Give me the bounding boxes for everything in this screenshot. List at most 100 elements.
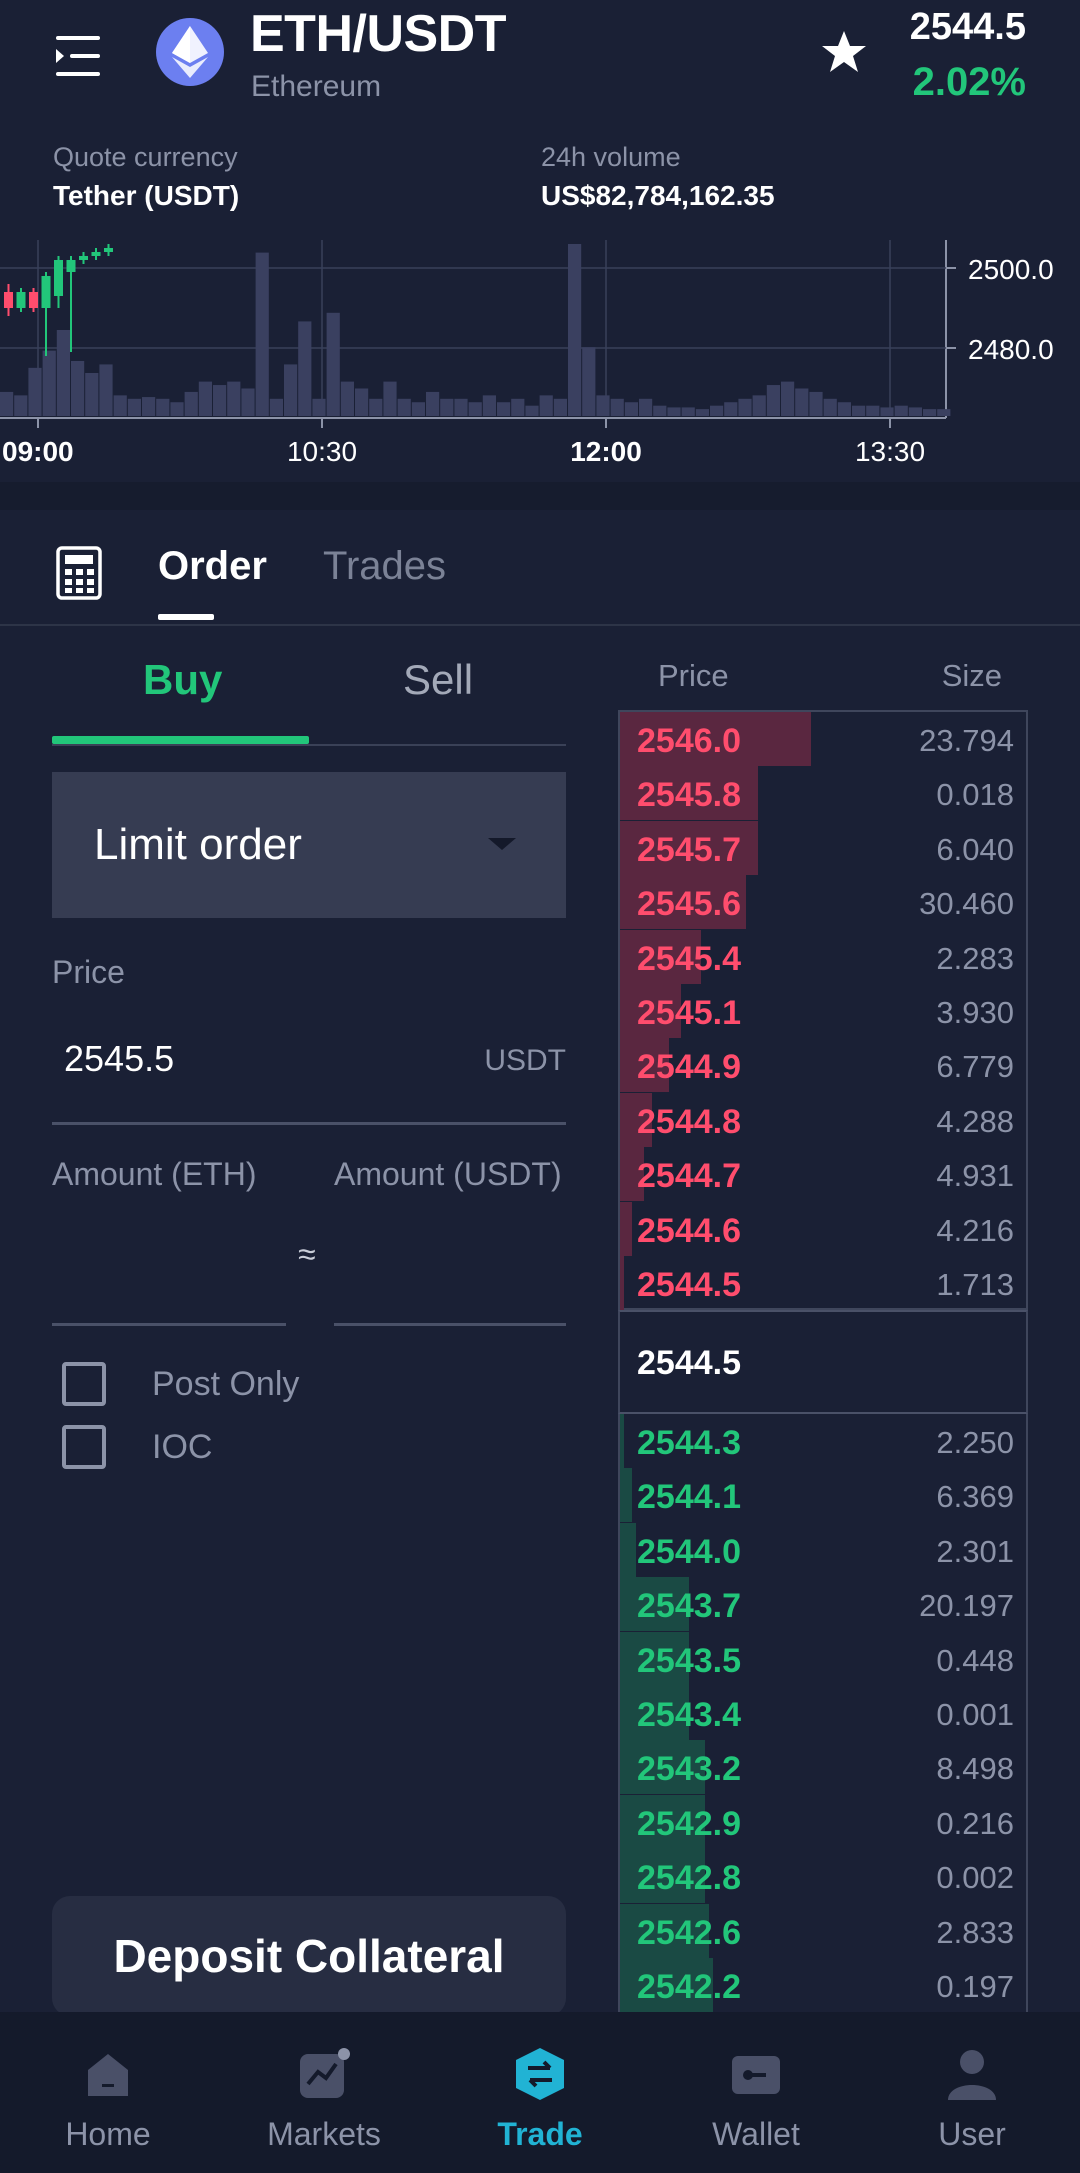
tab-trades[interactable]: Trades: [323, 544, 447, 588]
volume-bar: [454, 398, 468, 416]
volume-bar: [255, 252, 269, 416]
ask-row[interactable]: 2545.4 2.283: [620, 929, 1026, 984]
checkbox-box[interactable]: [62, 1425, 106, 1469]
volume-bar: [809, 391, 823, 416]
depth-bar: [620, 1256, 625, 1310]
volume-bar: [227, 381, 241, 416]
volume-bar: [553, 398, 567, 416]
volume-bar: [127, 398, 141, 416]
depth-bar: [620, 1631, 690, 1686]
ask-row[interactable]: 2545.7 6.040: [620, 820, 1026, 875]
deposit-collateral-button[interactable]: Deposit Collateral: [52, 1896, 566, 2016]
order-size: 6.369: [936, 1479, 1014, 1515]
volume-bar: [411, 402, 425, 416]
candle-body: [79, 256, 88, 260]
depth-bar: [620, 1958, 714, 2012]
bid-row[interactable]: 2543.2 8.498: [620, 1740, 1026, 1795]
volume-bar: [468, 402, 482, 416]
amount-usdt-label: Amount (USDT): [334, 1156, 562, 1192]
bid-row[interactable]: 2544.3 2.250: [620, 1414, 1026, 1468]
bid-row[interactable]: 2542.9 0.216: [620, 1794, 1026, 1849]
x-tick-label: 09:00: [2, 436, 74, 467]
nav-label: Wallet: [712, 2116, 800, 2152]
amount-usdt-input[interactable]: [334, 1323, 566, 1326]
nav-wallet[interactable]: Wallet: [648, 2012, 864, 2173]
sell-tab[interactable]: Sell: [403, 656, 474, 703]
order-size: 23.794: [919, 723, 1014, 758]
orderbook-mid: 2544.5: [618, 1310, 1028, 1414]
ask-row[interactable]: 2545.6 30.460: [620, 875, 1026, 930]
candle-body: [16, 292, 26, 308]
volume-bar: [511, 398, 525, 416]
ask-row[interactable]: 2544.5 1.713: [620, 1256, 1026, 1310]
calculator-icon[interactable]: [56, 546, 102, 600]
order-price: 2544.8: [637, 1102, 741, 1141]
nav-markets[interactable]: Markets: [216, 2012, 432, 2173]
price-unit: USDT: [484, 1044, 566, 1077]
volume-bar: [440, 398, 454, 416]
order-price: 2544.5: [637, 1266, 741, 1304]
volume-bar: [710, 405, 724, 416]
volume-bar: [908, 407, 922, 416]
price-input[interactable]: 2545.5: [64, 1038, 175, 1079]
ask-row[interactable]: 2544.8 4.288: [620, 1092, 1026, 1147]
ask-row[interactable]: 2546.0 23.794: [620, 712, 1026, 766]
nav-user[interactable]: User: [864, 2012, 1080, 2173]
bid-row[interactable]: 2542.8 0.002: [620, 1849, 1026, 1904]
order-type-select[interactable]: Limit order: [52, 772, 566, 918]
tab-active-indicator: [158, 614, 214, 620]
bid-row[interactable]: 2544.0 2.301: [620, 1522, 1026, 1577]
order-size: 0.197: [936, 1969, 1014, 2004]
volume-bar: [397, 398, 411, 416]
buy-tab[interactable]: Buy: [143, 656, 223, 703]
pair-title[interactable]: ETH/USDT: [250, 5, 507, 63]
ask-row[interactable]: 2545.8 0.018: [620, 766, 1026, 821]
volume-bar: [355, 388, 369, 416]
volume-bar: [880, 407, 894, 416]
depth-bar: [620, 820, 759, 875]
menu-icon[interactable]: [52, 30, 104, 82]
volume-bar: [312, 398, 326, 416]
order-size: 1.713: [936, 1267, 1014, 1302]
volume-bar: [340, 381, 354, 416]
price-chart[interactable]: 2500.0 2480.0 09:00 10:30 12:00 13:30: [0, 232, 1080, 482]
ask-row[interactable]: 2545.1 3.930: [620, 984, 1026, 1038]
volume-bar: [837, 402, 851, 416]
nav-label: Trade: [497, 2116, 583, 2152]
volume-bar: [653, 405, 667, 416]
candle-body: [29, 292, 38, 308]
volume-bar: [624, 402, 638, 416]
bid-row[interactable]: 2543.4 0.001: [620, 1686, 1026, 1740]
price-input-underline: [52, 1122, 566, 1125]
ask-row[interactable]: 2544.6 4.216: [620, 1201, 1026, 1256]
star-icon[interactable]: [820, 28, 868, 76]
volume-bar: [383, 381, 397, 416]
volume-bar: [766, 385, 780, 416]
bid-row[interactable]: 2542.2 0.197: [620, 1958, 1026, 2012]
depth-bar: [620, 1686, 690, 1740]
order-size: 2.283: [936, 940, 1014, 976]
ask-row[interactable]: 2544.7 4.931: [620, 1147, 1026, 1202]
nav-home[interactable]: Home: [0, 2012, 216, 2173]
volume-bar: [184, 391, 198, 416]
volume-bar: [28, 367, 42, 416]
volume-bar: [568, 244, 582, 416]
volume-bar: [823, 398, 837, 416]
bid-row[interactable]: 2543.7 20.197: [620, 1577, 1026, 1632]
volume-bar: [937, 409, 951, 416]
order-size: 2.301: [936, 1533, 1014, 1569]
bid-row[interactable]: 2544.1 6.369: [620, 1468, 1026, 1523]
ask-row[interactable]: 2544.9 6.779: [620, 1038, 1026, 1093]
bid-row[interactable]: 2542.6 2.833: [620, 1903, 1026, 1958]
volume-bar: [269, 398, 283, 416]
ioc-checkbox[interactable]: IOC: [62, 1425, 212, 1469]
tab-order[interactable]: Order: [158, 544, 267, 588]
order-size: 30.460: [919, 886, 1014, 922]
bid-row[interactable]: 2543.5 0.448: [620, 1631, 1026, 1686]
order-size: 20.197: [919, 1588, 1014, 1624]
amount-eth-input[interactable]: [52, 1323, 286, 1326]
volume-bar: [667, 407, 681, 416]
nav-trade[interactable]: Trade: [432, 2012, 648, 2173]
post-only-checkbox[interactable]: Post Only: [62, 1362, 299, 1406]
checkbox-box[interactable]: [62, 1362, 106, 1406]
